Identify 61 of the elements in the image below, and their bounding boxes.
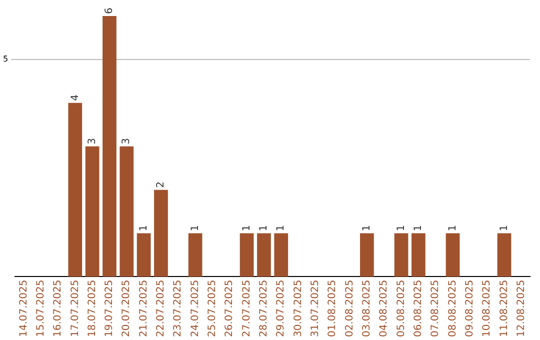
bar xyxy=(68,102,82,277)
data-label: 2 xyxy=(156,181,167,188)
data-label: 1 xyxy=(138,224,150,232)
bar xyxy=(240,233,254,277)
y-tick-label: 5 xyxy=(2,54,8,64)
x-tick-label: 14.07.2025 xyxy=(18,280,30,338)
x-tick-label: 23.07.2025 xyxy=(172,280,184,338)
data-label: 1 xyxy=(276,224,287,232)
data-label: 6 xyxy=(104,8,116,14)
bar xyxy=(412,233,426,277)
data-label: 1 xyxy=(362,224,373,232)
x-tick-label: 29.07.2025 xyxy=(276,280,287,338)
x-tick-label: 07.08.2025 xyxy=(430,280,442,338)
x-tick-label: 02.08.2025 xyxy=(344,280,356,338)
bar xyxy=(136,233,151,277)
data-label: 3 xyxy=(86,138,98,144)
x-tick-label: 17.07.2025 xyxy=(70,280,81,338)
bar xyxy=(274,233,288,277)
bar xyxy=(120,146,134,277)
bar xyxy=(497,233,512,277)
x-tick-label: 21.07.2025 xyxy=(138,280,150,338)
x-tick-label: 27.07.2025 xyxy=(241,280,252,338)
bar xyxy=(394,233,408,277)
x-tick-label: 26.07.2025 xyxy=(224,280,236,338)
data-label: 1 xyxy=(498,224,510,232)
x-tick-label: 22.07.2025 xyxy=(156,280,167,338)
data-label: 1 xyxy=(447,224,458,232)
x-tick-label: 04.08.2025 xyxy=(378,280,390,338)
x-tick-label: 16.07.2025 xyxy=(52,280,64,338)
x-tick-label: 01.08.2025 xyxy=(327,280,338,338)
x-tick-label: 03.08.2025 xyxy=(362,280,373,338)
x-tick-label: 25.07.2025 xyxy=(207,280,218,338)
x-tick-label: 10.08.2025 xyxy=(482,280,493,338)
data-label: 3 xyxy=(121,138,132,144)
x-tick-label: 08.08.2025 xyxy=(447,280,458,338)
x-tick-label: 20.07.2025 xyxy=(121,280,132,338)
x-tick-label: 31.07.2025 xyxy=(310,280,322,338)
bar xyxy=(154,190,168,277)
x-tick-label: 09.08.2025 xyxy=(464,280,476,338)
x-tick-label: 18.07.2025 xyxy=(86,280,98,338)
bar xyxy=(360,233,374,277)
x-tick-label: 24.07.2025 xyxy=(190,280,201,338)
bar xyxy=(102,16,116,277)
data-label: 1 xyxy=(258,224,270,232)
x-tick-label: 19.07.2025 xyxy=(104,280,116,338)
bar xyxy=(257,233,271,277)
data-label: 1 xyxy=(241,224,252,232)
x-tick-label: 28.07.2025 xyxy=(258,280,270,338)
bar xyxy=(85,146,100,277)
bar xyxy=(446,233,460,277)
x-tick-label: 11.08.2025 xyxy=(498,280,510,338)
data-label: 1 xyxy=(396,224,407,232)
data-label: 1 xyxy=(190,224,201,232)
x-tick-label: 30.07.2025 xyxy=(292,280,304,338)
x-tick-label: 06.08.2025 xyxy=(413,280,424,338)
data-label: 4 xyxy=(70,94,81,101)
x-tick-label: 05.08.2025 xyxy=(396,280,407,338)
x-tick-label: 15.07.2025 xyxy=(35,280,46,338)
data-label: 1 xyxy=(413,224,424,232)
bar xyxy=(188,233,202,277)
x-tick-label: 12.08.2025 xyxy=(516,280,528,338)
